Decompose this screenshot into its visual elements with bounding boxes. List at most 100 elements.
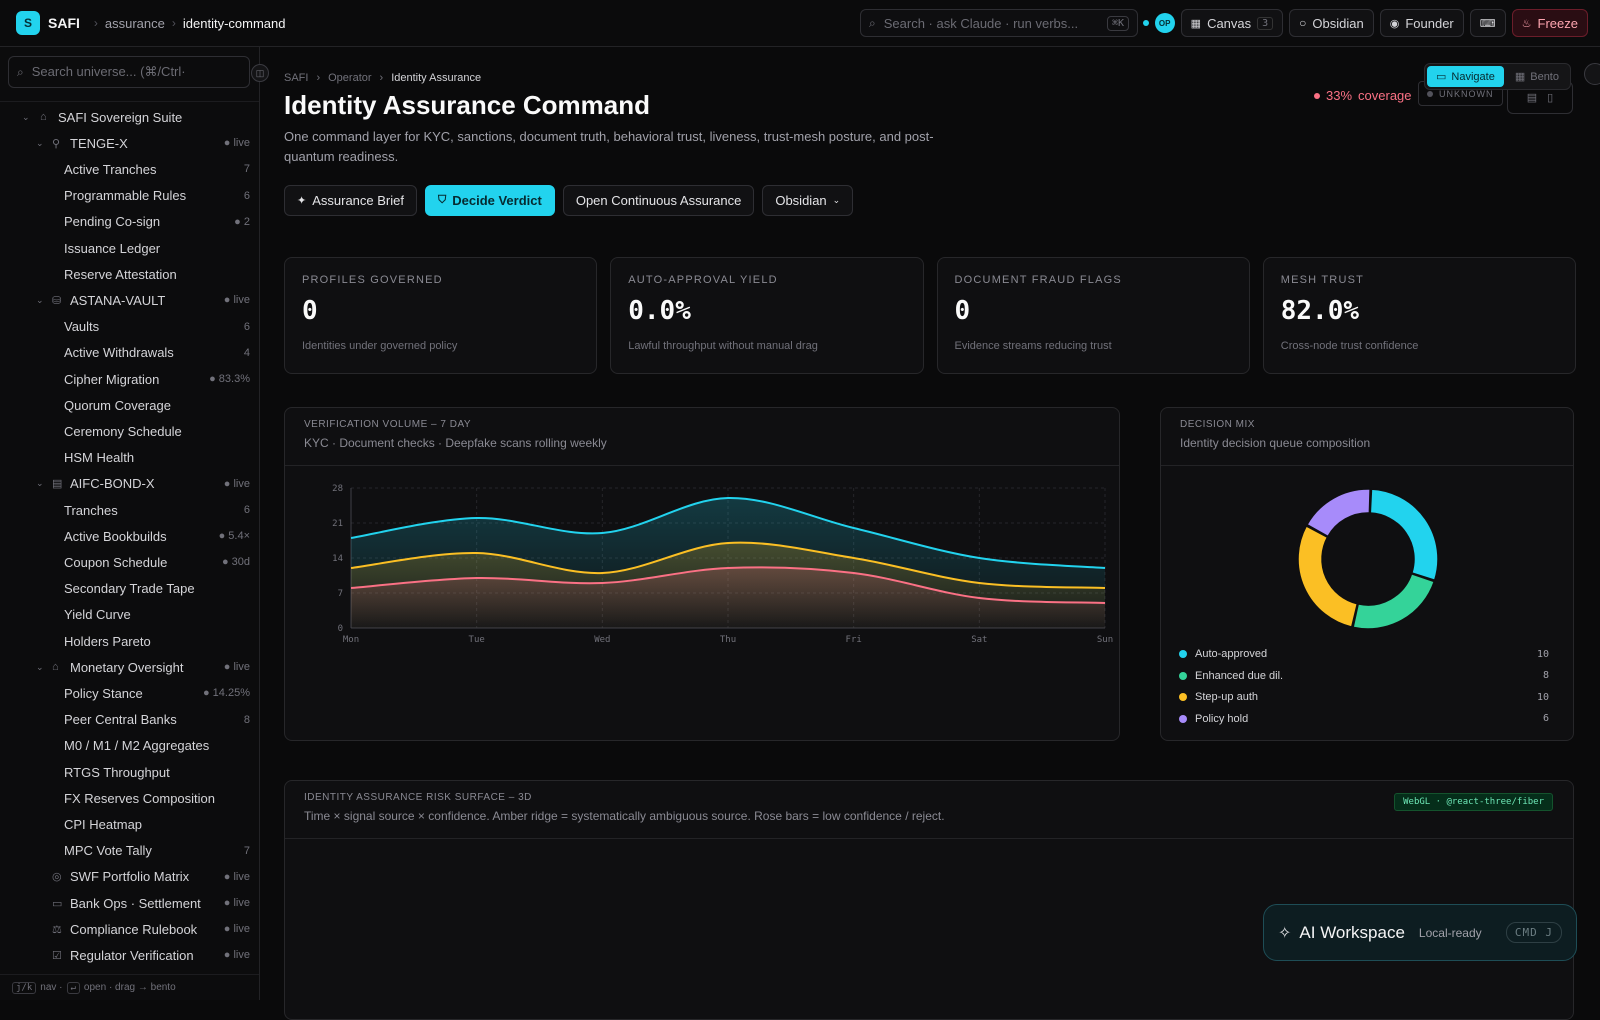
nav-section-item[interactable]: ⚖ Compliance Rulebook ● live [0, 916, 259, 942]
nav-item-badge: ● live [223, 294, 250, 307]
nav-item[interactable]: Pending Co-sign ● 2 [0, 209, 259, 235]
status-dot [1142, 20, 1149, 26]
assurance-brief-button[interactable]: ✦ Assurance Brief [284, 185, 417, 216]
donut-slice[interactable] [1352, 572, 1436, 630]
nav-group-astana-vault[interactable]: ⌄ ⛁ ASTANA-VAULT ● live [0, 287, 259, 313]
unknown-dot [1427, 90, 1433, 97]
ai-workspace-button[interactable]: ✧ AI Workspace Local-ready CMD J [1263, 904, 1577, 961]
chevron-down-icon[interactable]: ⌄ [36, 294, 44, 305]
nav-item[interactable]: Ceremony Schedule [0, 418, 259, 444]
assurance-brief-label: Assurance Brief [312, 193, 404, 208]
nav-item[interactable]: Coupon Schedule ● 30d [0, 549, 259, 575]
sparkles-icon: ✧ [1278, 924, 1292, 942]
decide-verdict-button[interactable]: ⛉ Decide Verdict [424, 185, 555, 216]
nav-item[interactable]: Reserve Attestation [0, 261, 259, 287]
navigate-tab[interactable]: ▭ Navigate [1427, 66, 1504, 87]
brand-name[interactable]: SAFI [48, 15, 80, 31]
nav-item-badge: ● live [223, 897, 250, 909]
collapse-sidebar-icon[interactable]: ◫ [251, 64, 269, 82]
nav-item[interactable]: Vaults 6 [0, 314, 259, 340]
expand-panel-icon[interactable] [1584, 63, 1600, 85]
nav-item[interactable]: Active Tranches 7 [0, 156, 259, 182]
breadcrumb-safi[interactable]: SAFI [284, 72, 309, 84]
nav-item[interactable]: Quorum Coverage [0, 392, 259, 418]
nav-group-monetary-oversight[interactable]: ⌄ ⌂ Monetary Oversight ● live [0, 654, 259, 680]
nav-item-label: Holders Pareto [64, 633, 151, 649]
chevron-down-icon[interactable]: ⌄ [22, 111, 30, 122]
obsidian-dropdown[interactable]: Obsidian ⌄ [762, 185, 854, 216]
legend-item[interactable]: Policy hold 6 [1179, 713, 1549, 725]
universe-search-input[interactable]: ⌕ Search universe... (⌘/Ctrl· [8, 56, 250, 88]
series-line [350, 496, 1106, 569]
nav-item[interactable]: CPI Heatmap [0, 811, 259, 837]
nav-item-label: Ceremony Schedule [64, 423, 182, 439]
nav-item[interactable]: Active Bookbuilds ● 5.4× [0, 523, 259, 549]
nav-item[interactable]: RTGS Throughput [0, 759, 259, 785]
legend-item[interactable]: Enhanced due dil. 8 [1179, 670, 1549, 682]
nav-item[interactable]: Yield Curve [0, 602, 259, 628]
nav-root-safi-suite[interactable]: ⌄ ⌂ SAFI Sovereign Suite [0, 104, 259, 130]
nav-item[interactable]: Secondary Trade Tape [0, 576, 259, 602]
document-icon: ▤ [52, 478, 63, 491]
nav-item[interactable]: Holders Pareto [0, 628, 259, 654]
donut-slice[interactable] [1369, 488, 1439, 582]
open-continuous-assurance-button[interactable]: Open Continuous Assurance [562, 185, 755, 216]
verification-volume-chart: 0 7 14 21 28 Mon Tue Wed Thu Fri Sat Sun [332, 484, 1113, 645]
nav-item[interactable]: M0 / M1 / M2 Aggregates [0, 733, 259, 759]
nav-item[interactable]: Policy Stance ● 14.25% [0, 680, 259, 706]
global-search-input[interactable]: ⌕ Search · ask Claude · run verbs... ⌘K [860, 9, 1138, 37]
nav-item[interactable]: HSM Health [0, 445, 259, 471]
nav-item-label: Active Withdrawals [64, 345, 174, 361]
nav-item[interactable]: Cipher Migration ● 83.3% [0, 366, 259, 392]
nav-section-item[interactable]: ☑ Regulator Verification ● live [0, 942, 259, 968]
legend-label: Step-up auth [1195, 691, 1258, 703]
app-logo[interactable]: S [16, 11, 40, 35]
kpi-value: 0.0% [628, 296, 691, 326]
nav-item-label: Reserve Attestation [64, 266, 177, 282]
founder-button[interactable]: ◉ Founder [1379, 9, 1464, 37]
freeze-button[interactable]: ♨ Freeze [1511, 9, 1588, 37]
crumb-assurance[interactable]: assurance [104, 15, 165, 31]
nav-item-label: FX Reserves Composition [64, 790, 215, 806]
legend-label: Auto-approved [1195, 648, 1268, 660]
nav-section-item[interactable]: ◎ SWF Portfolio Matrix ● live [0, 864, 259, 890]
keyboard-button[interactable]: ⌨ [1469, 9, 1506, 37]
unknown-label: UNKNOWN [1439, 88, 1494, 99]
crumb-identity-command[interactable]: identity-command [182, 15, 286, 31]
nav-item-label: Active Tranches [64, 161, 157, 177]
coverage-dot [1314, 92, 1320, 99]
kpi-mesh-trust[interactable]: Mesh Trust 82.0% Cross-node trust confid… [1262, 257, 1576, 374]
kpi-profiles-governed[interactable]: Profiles Governed 0 Identities under gov… [284, 257, 598, 374]
coverage-value: 33% [1326, 88, 1353, 103]
kpi-caption: Identities under governed policy [302, 340, 458, 352]
kbd-open: ↵ [66, 981, 80, 994]
kpi-auto-approval-yield[interactable]: Auto-Approval Yield 0.0% Lawful throughp… [610, 257, 924, 374]
donut-slice[interactable] [1305, 488, 1371, 538]
nav-group-aifc-bond-x[interactable]: ⌄ ▤ AIFC-BOND-X ● live [0, 471, 259, 497]
series-line [350, 566, 1106, 604]
nav-group-tenge-x[interactable]: ⌄ ⚲ TENGE-X ● live [0, 130, 259, 156]
breadcrumb-operator[interactable]: Operator [328, 72, 372, 84]
legend-item[interactable]: Step-up auth 10 [1179, 691, 1549, 703]
nav-item[interactable]: MPC Vote Tally 7 [0, 838, 259, 864]
nav-item[interactable]: Tranches 6 [0, 497, 259, 523]
nav-item[interactable]: Programmable Rules 6 [0, 183, 259, 209]
bento-tab[interactable]: ▦ Bento [1506, 66, 1568, 87]
donut-slice[interactable] [1297, 524, 1359, 628]
nav-item[interactable]: Active Withdrawals 4 [0, 340, 259, 366]
nav-item[interactable]: Peer Central Banks 8 [0, 707, 259, 733]
nav-item-label: TENGE-X [70, 135, 128, 151]
chevron-down-icon[interactable]: ⌄ [36, 661, 44, 672]
legend-item[interactable]: Auto-approved 10 [1179, 648, 1549, 660]
nav-item[interactable]: FX Reserves Composition [0, 785, 259, 811]
chevron-down-icon[interactable]: ⌄ [36, 478, 44, 489]
canvas-button[interactable]: ▦ Canvas 3 [1180, 9, 1284, 37]
chevron-down-icon[interactable]: ⌄ [36, 137, 44, 148]
nav-item[interactable]: Issuance Ledger [0, 235, 259, 261]
nav-section-item[interactable]: ▭ Bank Ops · Settlement ● live [0, 890, 259, 916]
nav-item-label: Monetary Oversight [70, 659, 184, 675]
kpi-document-fraud-flags[interactable]: Document Fraud Flags 0 Evidence streams … [936, 257, 1250, 374]
obsidian-button[interactable]: ○ Obsidian [1289, 9, 1374, 37]
avatar[interactable]: OP [1154, 13, 1175, 33]
nav-item-badge: ● live [223, 477, 250, 490]
